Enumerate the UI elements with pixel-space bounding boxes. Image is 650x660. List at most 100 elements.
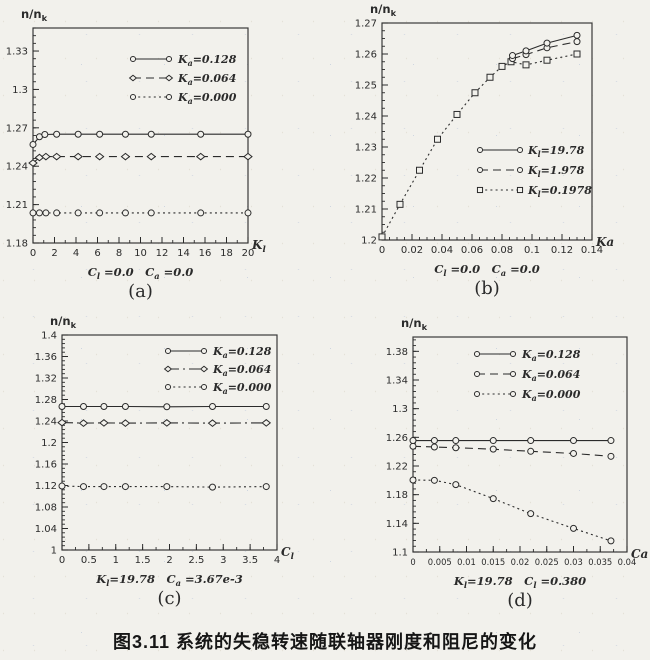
svg-text:10: 10 bbox=[134, 248, 147, 259]
svg-text:0: 0 bbox=[410, 557, 415, 567]
svg-text:12: 12 bbox=[156, 248, 169, 259]
svg-text:1.36: 1.36 bbox=[35, 352, 57, 363]
svg-text:(c): (c) bbox=[157, 588, 181, 609]
svg-text:1.21: 1.21 bbox=[355, 205, 377, 216]
svg-text:1.4: 1.4 bbox=[41, 331, 57, 342]
chart-panel-d: 1.1 1.14 1.18 1.22 1.26 1.3 1.34 1.38 0 0.005 0.01… bbox=[325, 305, 650, 627]
chart-a: 1.18 1.21 1.24 1.27 1.3 1.33 0 2 4 6 8 10 12 14 16 18 20… bbox=[6, 7, 267, 302]
svg-text:14: 14 bbox=[177, 248, 190, 259]
svg-text:Kl: Kl bbox=[251, 238, 266, 255]
svg-text:1.18: 1.18 bbox=[6, 239, 28, 250]
svg-text:Cl =0.0 Ca =0.0: Cl =0.0 Ca =0.0 bbox=[88, 265, 194, 281]
svg-text:Kl=19.78: Kl=19.78 bbox=[527, 144, 585, 159]
svg-text:Kl=0.1978: Kl=0.1978 bbox=[527, 184, 592, 199]
svg-text:Kl=19.78 Ca =3.67e-3: Kl=19.78 Ca =3.67e-3 bbox=[95, 572, 243, 588]
svg-text:0.06: 0.06 bbox=[461, 245, 483, 256]
svg-text:1.26: 1.26 bbox=[386, 433, 408, 444]
svg-text:1.25: 1.25 bbox=[355, 81, 377, 92]
svg-text:1.5: 1.5 bbox=[135, 555, 151, 566]
chart-panel-c: 1 1.04 1.08 1.12 1.16 1.2 1.24 1.28 1.32 1.36 1.4 0… bbox=[0, 305, 325, 627]
svg-text:Ca: Ca bbox=[631, 547, 648, 561]
svg-text:Ka=0.064: Ka=0.064 bbox=[212, 363, 271, 378]
svg-text:1.26: 1.26 bbox=[355, 50, 377, 61]
svg-text:0.03: 0.03 bbox=[564, 557, 583, 567]
svg-text:Ka: Ka bbox=[595, 235, 614, 249]
svg-text:0.08: 0.08 bbox=[491, 245, 513, 256]
svg-text:1.23: 1.23 bbox=[355, 143, 377, 154]
svg-text:Cl: Cl bbox=[281, 545, 295, 562]
svg-text:1.2: 1.2 bbox=[41, 438, 57, 449]
svg-text:n/nk: n/nk bbox=[370, 2, 397, 18]
svg-text:Kl=19.78 Cl =0.380: Kl=19.78 Cl =0.380 bbox=[453, 574, 586, 590]
chart-c: 1 1.04 1.08 1.12 1.16 1.2 1.24 1.28 1.32 1.36 1.4 0… bbox=[35, 314, 295, 609]
svg-text:Ka=0.128: Ka=0.128 bbox=[521, 348, 581, 363]
svg-text:1: 1 bbox=[51, 546, 57, 557]
svg-text:Kl=1.978: Kl=1.978 bbox=[527, 164, 585, 179]
svg-text:0.01: 0.01 bbox=[457, 557, 476, 567]
svg-text:4: 4 bbox=[274, 555, 280, 566]
svg-text:1.28: 1.28 bbox=[35, 395, 57, 406]
svg-text:6: 6 bbox=[94, 248, 100, 259]
svg-text:0.1: 0.1 bbox=[524, 245, 540, 256]
svg-text:1.24: 1.24 bbox=[6, 162, 28, 173]
svg-text:1.27: 1.27 bbox=[6, 123, 28, 134]
svg-text:n/nk: n/nk bbox=[401, 316, 428, 332]
svg-text:(b): (b) bbox=[474, 278, 500, 299]
svg-text:Ka=0.064: Ka=0.064 bbox=[177, 72, 236, 87]
svg-text:Ka=0.000: Ka=0.000 bbox=[212, 381, 272, 396]
svg-text:0.025: 0.025 bbox=[535, 557, 559, 567]
svg-text:Ka=0.064: Ka=0.064 bbox=[521, 368, 580, 383]
svg-text:1.12: 1.12 bbox=[35, 481, 57, 492]
svg-text:0.02: 0.02 bbox=[511, 557, 530, 567]
svg-text:n/nk: n/nk bbox=[50, 314, 77, 330]
svg-text:18: 18 bbox=[220, 248, 233, 259]
svg-text:0.015: 0.015 bbox=[481, 557, 505, 567]
svg-text:1.16: 1.16 bbox=[35, 460, 57, 471]
svg-text:4: 4 bbox=[73, 248, 79, 259]
svg-text:(a): (a) bbox=[128, 281, 153, 302]
svg-text:1.08: 1.08 bbox=[35, 503, 57, 514]
figure-caption: 图3.11 系统的失稳转速随联轴器刚度和阻尼的变化 bbox=[112, 632, 538, 652]
svg-text:1.2: 1.2 bbox=[361, 236, 377, 247]
svg-text:0: 0 bbox=[30, 248, 36, 259]
chart-d: 1.1 1.14 1.18 1.22 1.26 1.3 1.34 1.38 0 0.005 0.01… bbox=[386, 316, 649, 611]
chart-panel-b: 1.2 1.21 1.22 1.23 1.24 1.25 1.26 1.27 0 0.02 0.04… bbox=[325, 0, 650, 305]
svg-text:0: 0 bbox=[59, 555, 65, 566]
svg-text:20: 20 bbox=[242, 248, 255, 259]
chart-panel-a: 1.18 1.21 1.24 1.27 1.3 1.33 0 2 4 6 8 10 12 14 16 18 20… bbox=[0, 0, 325, 305]
svg-text:8: 8 bbox=[116, 248, 122, 259]
svg-text:1.14: 1.14 bbox=[386, 519, 408, 530]
svg-text:1.1: 1.1 bbox=[392, 548, 408, 559]
svg-text:3: 3 bbox=[220, 555, 226, 566]
svg-text:0.035: 0.035 bbox=[588, 557, 612, 567]
svg-text:Ka=0.128: Ka=0.128 bbox=[212, 345, 272, 360]
svg-text:1.24: 1.24 bbox=[35, 417, 57, 428]
svg-text:1.21: 1.21 bbox=[6, 200, 28, 211]
svg-text:2: 2 bbox=[166, 555, 172, 566]
svg-text:0.5: 0.5 bbox=[81, 555, 97, 566]
svg-text:1.33: 1.33 bbox=[6, 47, 28, 58]
svg-text:1.18: 1.18 bbox=[386, 490, 408, 501]
svg-text:1.24: 1.24 bbox=[355, 112, 377, 123]
svg-text:16: 16 bbox=[199, 248, 212, 259]
svg-text:1.22: 1.22 bbox=[355, 174, 377, 185]
svg-text:Ka=0.000: Ka=0.000 bbox=[177, 91, 237, 106]
svg-text:(d): (d) bbox=[507, 590, 533, 611]
svg-text:0: 0 bbox=[379, 245, 385, 256]
svg-text:1.34: 1.34 bbox=[386, 376, 408, 387]
svg-text:0.005: 0.005 bbox=[428, 557, 452, 567]
chart-grid: 1.18 1.21 1.24 1.27 1.3 1.33 0 2 4 6 8 10 12 14 16 18 20… bbox=[0, 0, 650, 627]
svg-text:1.32: 1.32 bbox=[35, 374, 57, 385]
chart-b: 1.2 1.21 1.22 1.23 1.24 1.25 1.26 1.27 0 0.02 0.04… bbox=[355, 2, 614, 299]
svg-text:0.04: 0.04 bbox=[618, 557, 637, 567]
svg-text:1.3: 1.3 bbox=[392, 404, 408, 415]
svg-text:1.22: 1.22 bbox=[386, 462, 408, 473]
svg-text:0.12: 0.12 bbox=[551, 245, 573, 256]
svg-text:3.5: 3.5 bbox=[242, 555, 258, 566]
svg-text:0.02: 0.02 bbox=[401, 245, 423, 256]
svg-text:Ka=0.000: Ka=0.000 bbox=[521, 388, 581, 403]
svg-text:1.04: 1.04 bbox=[35, 524, 57, 535]
svg-text:Ka=0.128: Ka=0.128 bbox=[177, 53, 237, 68]
svg-text:1: 1 bbox=[113, 555, 119, 566]
